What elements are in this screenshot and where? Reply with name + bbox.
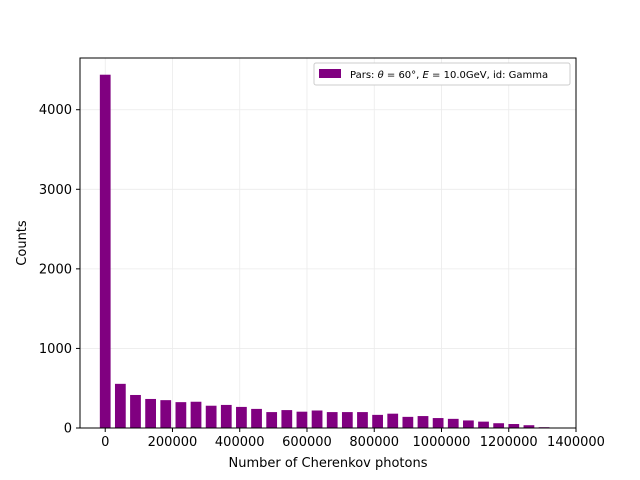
y-tick-label: 3000 (39, 183, 72, 198)
bar (220, 404, 232, 428)
bar (160, 400, 172, 428)
plot-frame (79, 57, 577, 429)
x-axis-ticks: 0 200000 400000 600000 800000 1000000 1200000 1… (101, 428, 605, 450)
legend: Pars: θ = 60°, E = 10.0GeV, id: Gamma (313, 62, 571, 86)
x-axis-label: Number of Cherenkov photons (229, 456, 428, 471)
bar (145, 398, 156, 428)
bar (236, 406, 247, 428)
x-tick-label: 400000 (215, 435, 265, 450)
y-tick-label: 2000 (39, 262, 72, 277)
bar (341, 412, 353, 428)
y-axis-ticks: 0 1000 2000 3000 4000 (39, 103, 80, 437)
x-tick-label: 800000 (349, 435, 399, 450)
bar (130, 394, 141, 428)
bar (326, 412, 338, 428)
x-tick-label: 200000 (148, 435, 198, 450)
y-tick-label: 1000 (39, 342, 72, 357)
bar (478, 421, 489, 428)
bar (281, 410, 293, 428)
y-tick-label: 4000 (39, 103, 72, 118)
x-tick-label: 1000000 (413, 435, 471, 450)
bar (447, 418, 459, 428)
y-tick-label: 0 (64, 422, 72, 437)
bar (311, 410, 323, 428)
x-tick-label: 1400000 (547, 435, 605, 450)
legend-label: Pars: θ = 60°, E = 10.0GeV, id: Gamma (350, 70, 548, 81)
bars (99, 74, 550, 428)
bar (205, 405, 217, 428)
bar (190, 401, 202, 428)
bar (508, 424, 520, 428)
x-tick-label: 600000 (282, 435, 332, 450)
bar (372, 414, 383, 428)
x-tick-label: 0 (101, 435, 109, 450)
bar (114, 383, 126, 428)
bar (402, 416, 414, 428)
bar (493, 423, 505, 428)
bar (99, 74, 111, 428)
bar (417, 416, 429, 428)
plot-area (80, 58, 576, 428)
y-axis-label: Counts (15, 220, 30, 266)
bar (251, 408, 262, 428)
bar (357, 412, 368, 428)
legend-box (313, 62, 571, 86)
x-tick-label: 1200000 (480, 435, 538, 450)
bar (463, 420, 474, 428)
bar (432, 418, 444, 428)
bar (387, 413, 399, 428)
bar (523, 425, 535, 428)
legend-swatch (319, 69, 341, 78)
bar (175, 402, 187, 428)
bar (266, 412, 278, 428)
bar (296, 411, 308, 428)
